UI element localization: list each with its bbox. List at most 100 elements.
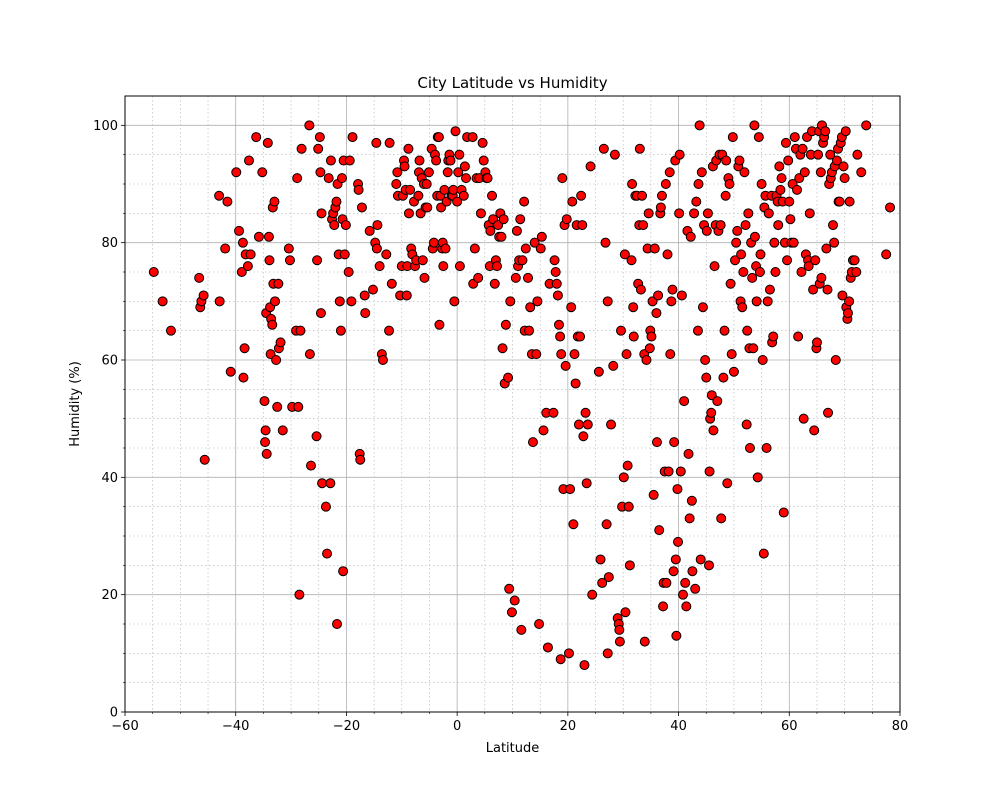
data-point <box>803 261 814 272</box>
data-point <box>316 208 327 219</box>
data-point <box>668 566 679 577</box>
data-point <box>260 425 271 436</box>
data-point <box>680 577 691 588</box>
data-point <box>861 120 872 131</box>
data-point <box>267 319 278 330</box>
data-point <box>626 255 637 266</box>
data-point <box>808 284 819 295</box>
data-point <box>413 190 424 201</box>
data-point <box>315 167 326 178</box>
data-point <box>708 425 719 436</box>
data-point <box>809 425 820 436</box>
data-point <box>532 296 543 307</box>
data-point <box>157 296 168 307</box>
data-point <box>744 443 755 453</box>
data-point <box>784 196 795 207</box>
data-point <box>608 360 619 371</box>
data-point <box>329 220 340 231</box>
data-point <box>423 167 434 178</box>
data-point <box>314 132 325 143</box>
data-point <box>651 437 662 448</box>
data-point <box>536 231 547 242</box>
data-point <box>498 214 509 225</box>
data-point <box>448 184 459 195</box>
data-point <box>557 173 568 184</box>
data-point <box>275 337 286 348</box>
data-point <box>339 249 350 260</box>
data-point <box>371 137 382 148</box>
data-point <box>702 208 713 219</box>
data-point <box>762 296 773 307</box>
data-point <box>720 190 731 201</box>
data-point <box>272 401 283 412</box>
data-point <box>220 243 231 254</box>
data-point <box>519 196 530 207</box>
data-point <box>434 319 445 330</box>
data-point <box>634 143 645 154</box>
y-axis-label: Humidity (%) <box>68 361 83 447</box>
data-point <box>284 255 295 266</box>
data-point <box>789 132 800 143</box>
data-point <box>403 143 414 154</box>
data-point <box>673 536 684 547</box>
data-point <box>736 249 747 260</box>
data-point <box>320 501 331 512</box>
data-point <box>371 243 382 254</box>
data-point <box>721 155 732 166</box>
x-tick-label: 80 <box>892 719 909 734</box>
data-point <box>555 331 566 342</box>
data-point <box>815 167 826 178</box>
data-point <box>725 278 736 289</box>
data-point <box>261 448 272 459</box>
data-point <box>473 272 484 283</box>
data-point <box>783 155 794 166</box>
data-point <box>638 220 649 231</box>
data-point <box>504 583 515 594</box>
data-point <box>849 255 860 266</box>
data-point <box>730 255 741 266</box>
data-point <box>622 460 633 471</box>
data-point <box>292 173 303 184</box>
x-axis-label: Latitude <box>486 741 540 756</box>
data-point <box>689 208 700 219</box>
data-point <box>231 167 242 178</box>
data-point <box>461 173 471 184</box>
data-point <box>450 126 461 137</box>
data-point <box>600 237 611 248</box>
data-point <box>566 302 577 313</box>
data-point <box>690 583 701 594</box>
data-point <box>641 355 652 365</box>
data-point <box>726 349 737 360</box>
data-point <box>822 284 833 295</box>
data-point <box>748 343 759 354</box>
data-point <box>852 149 863 160</box>
data-point <box>552 290 563 301</box>
data-point <box>704 560 715 571</box>
data-point <box>687 566 698 577</box>
data-point <box>676 290 687 301</box>
data-point <box>332 619 343 629</box>
data-point <box>556 349 567 360</box>
data-point <box>579 660 590 671</box>
data-point <box>489 278 500 289</box>
data-point <box>728 366 739 377</box>
data-point <box>788 237 799 248</box>
data-point <box>438 261 449 272</box>
data-point <box>563 648 574 659</box>
data-point <box>749 231 760 242</box>
data-point <box>661 577 672 588</box>
data-point <box>649 243 660 254</box>
data-point <box>804 208 815 219</box>
data-point <box>851 267 862 277</box>
data-point <box>747 272 758 283</box>
data-point <box>709 261 720 272</box>
data-point <box>392 167 403 178</box>
data-point <box>740 220 751 231</box>
data-point <box>485 225 496 236</box>
data-point <box>614 624 625 635</box>
data-point <box>238 372 249 383</box>
data-point <box>506 607 517 618</box>
data-point <box>769 237 780 248</box>
data-point <box>331 196 342 207</box>
data-point <box>577 220 588 231</box>
